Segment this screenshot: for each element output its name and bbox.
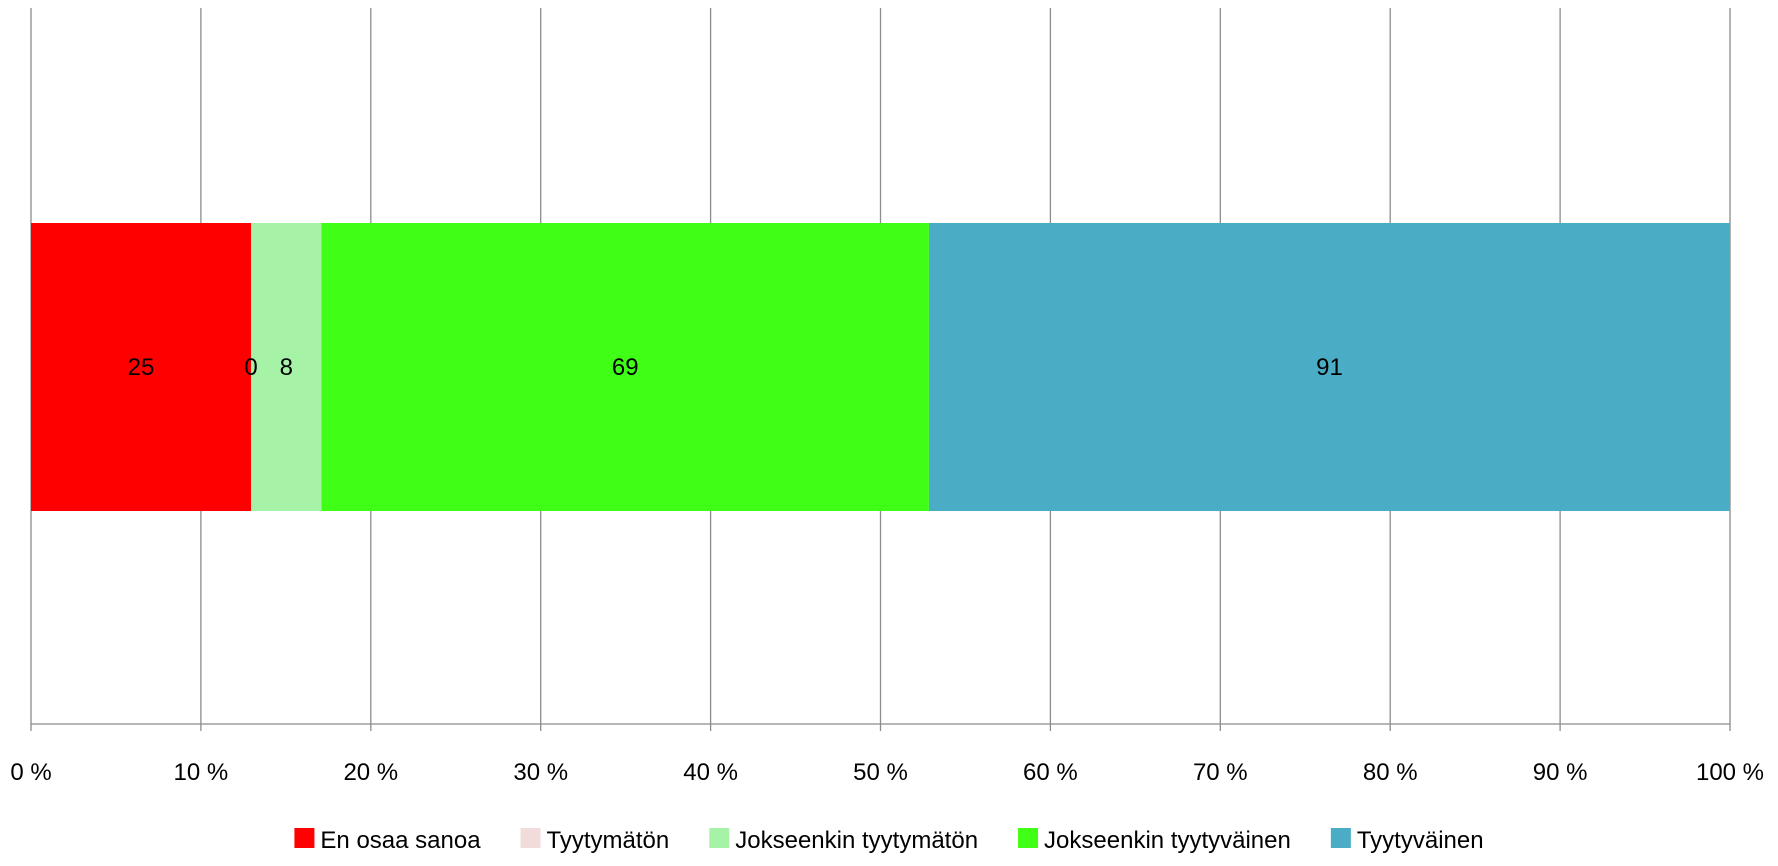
legend-swatch xyxy=(709,828,730,848)
legend-item: Jokseenkin tyytymätön xyxy=(709,827,978,854)
data-label: 8 xyxy=(280,354,293,381)
data-labels: 25 0 8 69 91 xyxy=(128,354,1343,381)
legend-item: En osaa sanoa xyxy=(294,827,481,854)
x-tick-label: 100 % xyxy=(1696,759,1764,786)
legend-swatch xyxy=(1330,828,1351,848)
x-axis: 0 % 10 % 20 % 30 % 40 % 50 % 60 % 70 % 80 % 90 % 1… xyxy=(10,723,1764,786)
x-tick-label: 50 % xyxy=(853,759,908,786)
x-tick-label: 80 % xyxy=(1363,759,1418,786)
legend-label: En osaa sanoa xyxy=(320,827,481,854)
legend-swatch xyxy=(294,828,315,848)
bar-segment-jokseenkin-tyytyväinen xyxy=(321,223,929,511)
x-tick-label: 40 % xyxy=(683,759,738,786)
data-label: 25 xyxy=(128,354,155,381)
legend: En osaa sanoa Tyytymätön Jokseenkin tyytym… xyxy=(294,827,1484,854)
x-tick-label: 20 % xyxy=(343,759,398,786)
x-tick-label: 70 % xyxy=(1193,759,1248,786)
bar-segments xyxy=(31,223,1730,511)
legend-swatch xyxy=(1018,828,1039,848)
legend-label: Tyytyväinen xyxy=(1357,827,1484,854)
x-tick-label: 10 % xyxy=(174,759,229,786)
x-tick-label: 0 % xyxy=(10,759,51,786)
legend-item: Tyytymätön xyxy=(520,827,670,854)
data-label: 91 xyxy=(1316,354,1343,381)
legend-label: Tyytymätön xyxy=(547,827,670,854)
x-tick-label: 60 % xyxy=(1023,759,1078,786)
x-tick-label: 90 % xyxy=(1533,759,1588,786)
data-label: 0 xyxy=(244,354,257,381)
legend-item: Tyytyväinen xyxy=(1330,827,1484,854)
data-label: 69 xyxy=(612,354,639,381)
legend-item: Jokseenkin tyytyväinen xyxy=(1018,827,1291,854)
legend-label: Jokseenkin tyytyväinen xyxy=(1044,827,1291,854)
legend-label: Jokseenkin tyytymätön xyxy=(735,827,978,854)
bar-segment-jokseenkin-tyytymätön xyxy=(251,223,322,511)
bar-segment-en-osaa-sanoa xyxy=(31,223,252,511)
bar-segment-tyytyväinen xyxy=(928,223,1730,511)
x-tick-label: 30 % xyxy=(513,759,568,786)
legend-swatch xyxy=(520,828,541,848)
